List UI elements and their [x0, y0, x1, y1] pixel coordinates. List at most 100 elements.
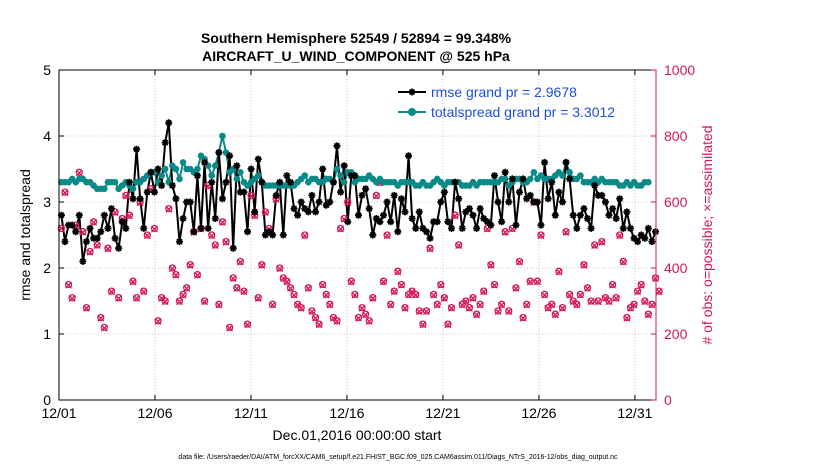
- rmse-point: [68, 221, 76, 229]
- rmse-point: [523, 195, 531, 203]
- obs-possible-point: [573, 300, 581, 308]
- rmse-point: [240, 188, 248, 196]
- rmse-point: [233, 162, 241, 170]
- obs-assimilated-point: [211, 242, 219, 250]
- obs-assimilated-point: [369, 294, 377, 302]
- rmse-point: [236, 188, 244, 196]
- obs-possible-point: [143, 231, 151, 239]
- y-right-tick-label: 600: [664, 194, 688, 210]
- rmse-point: [605, 211, 613, 219]
- rmse-point: [537, 221, 545, 229]
- rmse-point: [315, 198, 323, 206]
- obs-possible-point: [82, 303, 91, 312]
- obs-assimilated-point: [79, 228, 87, 236]
- rmse-point: [226, 152, 234, 160]
- obs-possible-point: [286, 284, 295, 292]
- obs-assimilated-point: [440, 294, 448, 302]
- obs-assimilated-point: [240, 288, 248, 296]
- obs-assimilated-point: [351, 291, 359, 299]
- obs-assimilated-point: [93, 242, 101, 250]
- rmse-point: [304, 208, 312, 216]
- rmse-point: [319, 165, 327, 173]
- rmse-point: [176, 238, 184, 246]
- obs-possible-point: [390, 287, 398, 295]
- obs-assimilated-point: [261, 209, 269, 217]
- totalspread-point: [211, 162, 219, 169]
- obs-possible-point: [344, 198, 352, 206]
- obs-assimilated-point: [276, 265, 284, 273]
- obs-possible-point: [451, 211, 459, 219]
- obs-possible-point: [426, 244, 434, 252]
- rmse-point: [566, 175, 574, 183]
- rmse-point: [125, 178, 133, 186]
- chart-title-line2: AIRCRAFT_U_WIND_COMPONENT @ 525 hPa: [202, 48, 510, 64]
- rmse-point: [204, 224, 212, 232]
- obs-possible-point: [515, 257, 524, 266]
- obs-possible-point: [161, 297, 169, 305]
- obs-possible-point: [641, 297, 649, 305]
- obs-possible-point: [633, 287, 642, 295]
- obs-possible-point: [587, 297, 595, 305]
- rmse-point: [365, 205, 373, 213]
- obs-possible-point: [183, 284, 191, 292]
- obs-assimilated-point: [108, 288, 115, 296]
- obs-assimilated-point: [562, 228, 570, 236]
- rmse-point: [312, 208, 320, 216]
- rmse-point: [118, 218, 126, 226]
- obs-possible-point: [326, 300, 334, 308]
- obs-assimilated-point: [168, 265, 176, 273]
- obs-assimilated-point: [129, 278, 137, 286]
- totalspread-point: [176, 175, 183, 183]
- legend-marker-circle: [408, 108, 416, 116]
- rmse-point: [440, 188, 448, 196]
- obs-possible-point: [619, 257, 627, 266]
- rmse-point: [551, 211, 559, 219]
- obs-assimilated-point: [347, 278, 355, 286]
- rmse-point: [79, 257, 87, 265]
- obs-possible-point: [175, 297, 184, 305]
- y-axis-right-label: # of obs: o=possible; ×=assimilated: [699, 125, 715, 344]
- obs-possible-point: [57, 224, 66, 233]
- obs-assimilated-point: [215, 301, 223, 309]
- obs-assimilated-point: [537, 232, 545, 240]
- obs-assimilated-point: [394, 268, 402, 276]
- obs-assimilated-point: [301, 232, 309, 240]
- obs-possible-point: [218, 218, 227, 226]
- rmse-point: [644, 224, 652, 232]
- obs-assimilated-point: [580, 261, 588, 269]
- obs-possible-point: [208, 231, 216, 239]
- obs-assimilated-point: [505, 308, 513, 316]
- obs-assimilated-point: [605, 298, 613, 306]
- totalspread-point: [161, 165, 169, 173]
- obs-possible-point: [358, 303, 366, 312]
- rmse-point: [541, 158, 549, 166]
- obs-assimilated-point: [519, 314, 527, 322]
- obs-assimilated-point: [143, 232, 151, 240]
- obs-possible-point: [304, 284, 313, 292]
- rmse-point: [433, 218, 441, 226]
- rmse-point: [369, 231, 377, 239]
- legend: rmse grand pr = 2.9678 totalspread grand …: [398, 84, 615, 120]
- obs-possible-point: [247, 191, 255, 200]
- obs-assimilated-point: [319, 281, 327, 289]
- obs-assimilated-point: [222, 238, 230, 246]
- obs-assimilated-point: [637, 281, 645, 289]
- rmse-point: [136, 195, 144, 203]
- rmse-point: [584, 215, 592, 222]
- totalspread-point: [337, 172, 344, 179]
- obs-possible-point: [501, 228, 509, 236]
- rmse-point: [201, 158, 209, 166]
- obs-possible-point: [140, 287, 148, 295]
- obs-assimilated-point: [616, 232, 624, 240]
- obs-possible-point: [308, 307, 316, 315]
- rmse-point: [465, 205, 473, 213]
- obs-possible-point: [394, 267, 402, 275]
- obs-assimilated-point: [426, 245, 434, 253]
- rmse-point: [122, 224, 130, 232]
- obs-assimilated-point: [387, 301, 395, 309]
- obs-assimilated-point: [326, 301, 334, 309]
- rmse-point: [97, 228, 105, 236]
- totalspread-point: [526, 175, 534, 183]
- obs-possible-point: [336, 224, 345, 233]
- rmse-point: [444, 218, 452, 226]
